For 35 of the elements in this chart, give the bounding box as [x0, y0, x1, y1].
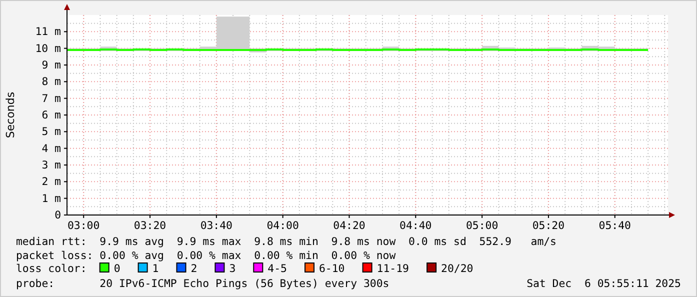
y-tick-label: 9 m: [42, 58, 61, 72]
x-tick-label: 05:00: [466, 219, 498, 232]
text: median rtt: 9.9 ms avg 9.9 ms max 9.8 ms min 9.8 ms now 0.0 ms sd 552.9 am/s: [16, 235, 556, 248]
text: probe: 20 IPv6-ICMP Echo Pings (56 Bytes) every 300s: [16, 277, 390, 290]
y-tick-label: 4 m: [42, 142, 61, 155]
legend-label: 6-10: [319, 262, 345, 275]
x-tick-label: 03:00: [68, 219, 100, 232]
legend-label: 4-5: [268, 262, 287, 275]
legend-label: 2: [190, 262, 198, 275]
y-tick-label: 5 m: [42, 125, 61, 138]
y-tick-label: 6 m: [42, 108, 61, 122]
y-tick-label: 2 m: [42, 175, 61, 188]
x-tick-label: 03:40: [200, 219, 233, 232]
legend-label: 1: [152, 262, 159, 275]
y-tick-label: 7 m: [42, 92, 61, 105]
legend-label: 0: [114, 262, 120, 275]
y-tick-label: 3 m: [42, 158, 61, 172]
x-tick-label: 04:40: [400, 219, 432, 232]
legend-label: 20/20: [441, 262, 474, 275]
y-tick-label: 11 m: [35, 25, 61, 38]
legend-label: 3: [229, 262, 236, 275]
y-axis-title: Seconds: [4, 92, 17, 138]
legend-title: loss color:: [16, 262, 87, 275]
x-tick-label: 05:40: [598, 219, 631, 232]
text: Sat Dec 6 05:55:11 2025: [526, 277, 681, 290]
x-tick-label: 04:20: [333, 219, 366, 232]
legend-label: 11-19: [376, 262, 409, 275]
y-tick-label: 10 m: [35, 42, 61, 55]
x-tick-label: 04:00: [266, 219, 299, 232]
y-tick-label: 0: [54, 208, 61, 222]
y-tick-label: 8 m: [42, 75, 61, 88]
x-tick-label: 05:20: [532, 219, 565, 232]
y-tick-label: 1 m: [42, 192, 61, 205]
x-tick-label: 03:20: [134, 219, 166, 232]
text: packet loss: 0.00 % avg 0.00 % max 0.00 % min 0.00 % now: [16, 249, 396, 262]
